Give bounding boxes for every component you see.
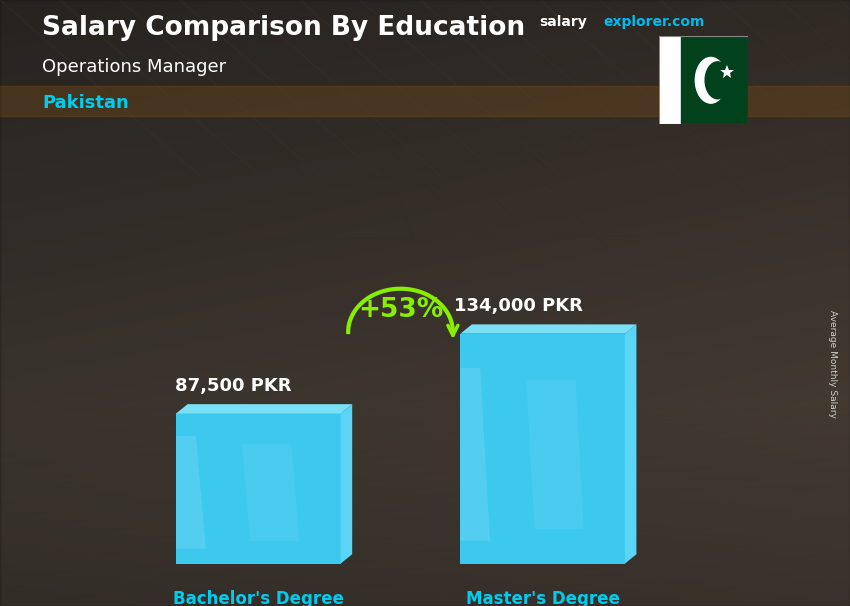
Polygon shape xyxy=(526,380,584,529)
Polygon shape xyxy=(461,324,637,334)
Circle shape xyxy=(695,58,726,103)
Text: Pakistan: Pakistan xyxy=(42,94,129,112)
Text: Operations Manager: Operations Manager xyxy=(42,58,227,76)
Text: explorer.com: explorer.com xyxy=(604,15,705,29)
Text: Average Monthly Salary: Average Monthly Salary xyxy=(828,310,837,418)
Polygon shape xyxy=(461,334,625,564)
Bar xyxy=(659,36,681,124)
Text: 87,500 PKR: 87,500 PKR xyxy=(175,377,292,395)
Text: Bachelor's Degree: Bachelor's Degree xyxy=(173,590,344,606)
Polygon shape xyxy=(625,324,637,564)
Polygon shape xyxy=(176,413,341,564)
Polygon shape xyxy=(341,404,352,564)
Polygon shape xyxy=(176,404,352,413)
Text: Master's Degree: Master's Degree xyxy=(466,590,620,606)
Text: 134,000 PKR: 134,000 PKR xyxy=(454,298,582,315)
Polygon shape xyxy=(176,436,206,548)
Text: +53%: +53% xyxy=(358,296,443,322)
Polygon shape xyxy=(242,444,299,541)
Bar xyxy=(681,36,748,124)
Circle shape xyxy=(706,62,730,99)
Text: salary: salary xyxy=(540,15,587,29)
Text: Salary Comparison By Education: Salary Comparison By Education xyxy=(42,15,525,41)
Polygon shape xyxy=(461,368,490,541)
